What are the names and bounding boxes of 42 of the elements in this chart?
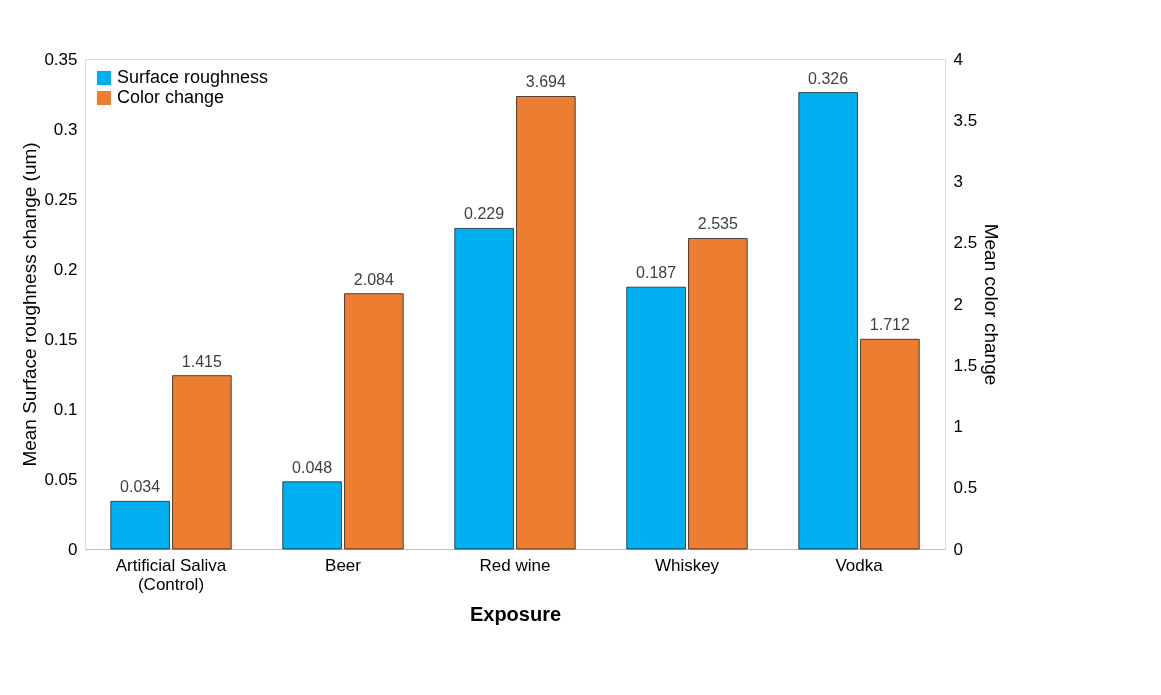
data-label: 0.048 (292, 458, 333, 476)
x-tick-label: Whiskey (654, 555, 720, 575)
x-axis-title: Exposure (469, 602, 562, 625)
y2-tick-label: 0.5 (953, 478, 978, 498)
legend-label: Surface roughness (117, 67, 269, 87)
data-label: 1.712 (869, 316, 910, 334)
y-tick-label: 0.2 (53, 259, 78, 279)
y2-tick-label: 1.5 (953, 355, 978, 375)
y-axis-title: Mean Surface roughness change (um) (19, 142, 41, 467)
data-label: 3.694 (525, 73, 566, 91)
data-label: 0.187 (636, 264, 677, 282)
y2-tick-label: 2.5 (953, 233, 978, 253)
y2-tick-label: 0 (953, 539, 963, 559)
y-tick-label: 0.35 (44, 49, 78, 69)
bar (110, 501, 170, 550)
y2-tick-label: 3 (953, 172, 963, 191)
legend-label: Color change (117, 87, 225, 107)
x-tick-label: Vodka (835, 555, 884, 575)
data-label: 2.535 (697, 215, 738, 233)
y-tick-label: 0.1 (53, 399, 78, 419)
y-tick-label: 0.05 (44, 469, 78, 489)
data-label: 0.229 (464, 205, 505, 223)
bar (282, 481, 342, 550)
data-label: 1.415 (181, 352, 222, 370)
y-tick-label: 0.15 (44, 329, 78, 349)
x-tick-label: Beer (325, 555, 362, 575)
y2-axis-title: Mean color change (981, 223, 1003, 386)
y2-tick-label: 4 (953, 49, 963, 69)
y2-tick-label: 3.5 (953, 110, 978, 130)
y-tick-label: 0.3 (53, 119, 78, 139)
y-tick-label: 0 (68, 539, 78, 559)
data-label: 0.326 (808, 69, 849, 87)
data-label: 2.084 (353, 270, 394, 288)
y-tick-label: 0.25 (44, 189, 78, 209)
bar (172, 375, 232, 550)
bar (798, 92, 858, 550)
y2-tick-label: 2 (953, 294, 963, 314)
y2-tick-label: 1 (953, 417, 963, 436)
data-label: 0.034 (120, 478, 161, 496)
x-tick-label: Red wine (479, 555, 551, 575)
x-tick-label: Artificial Saliva (Control) (115, 555, 227, 594)
bar (344, 293, 404, 550)
